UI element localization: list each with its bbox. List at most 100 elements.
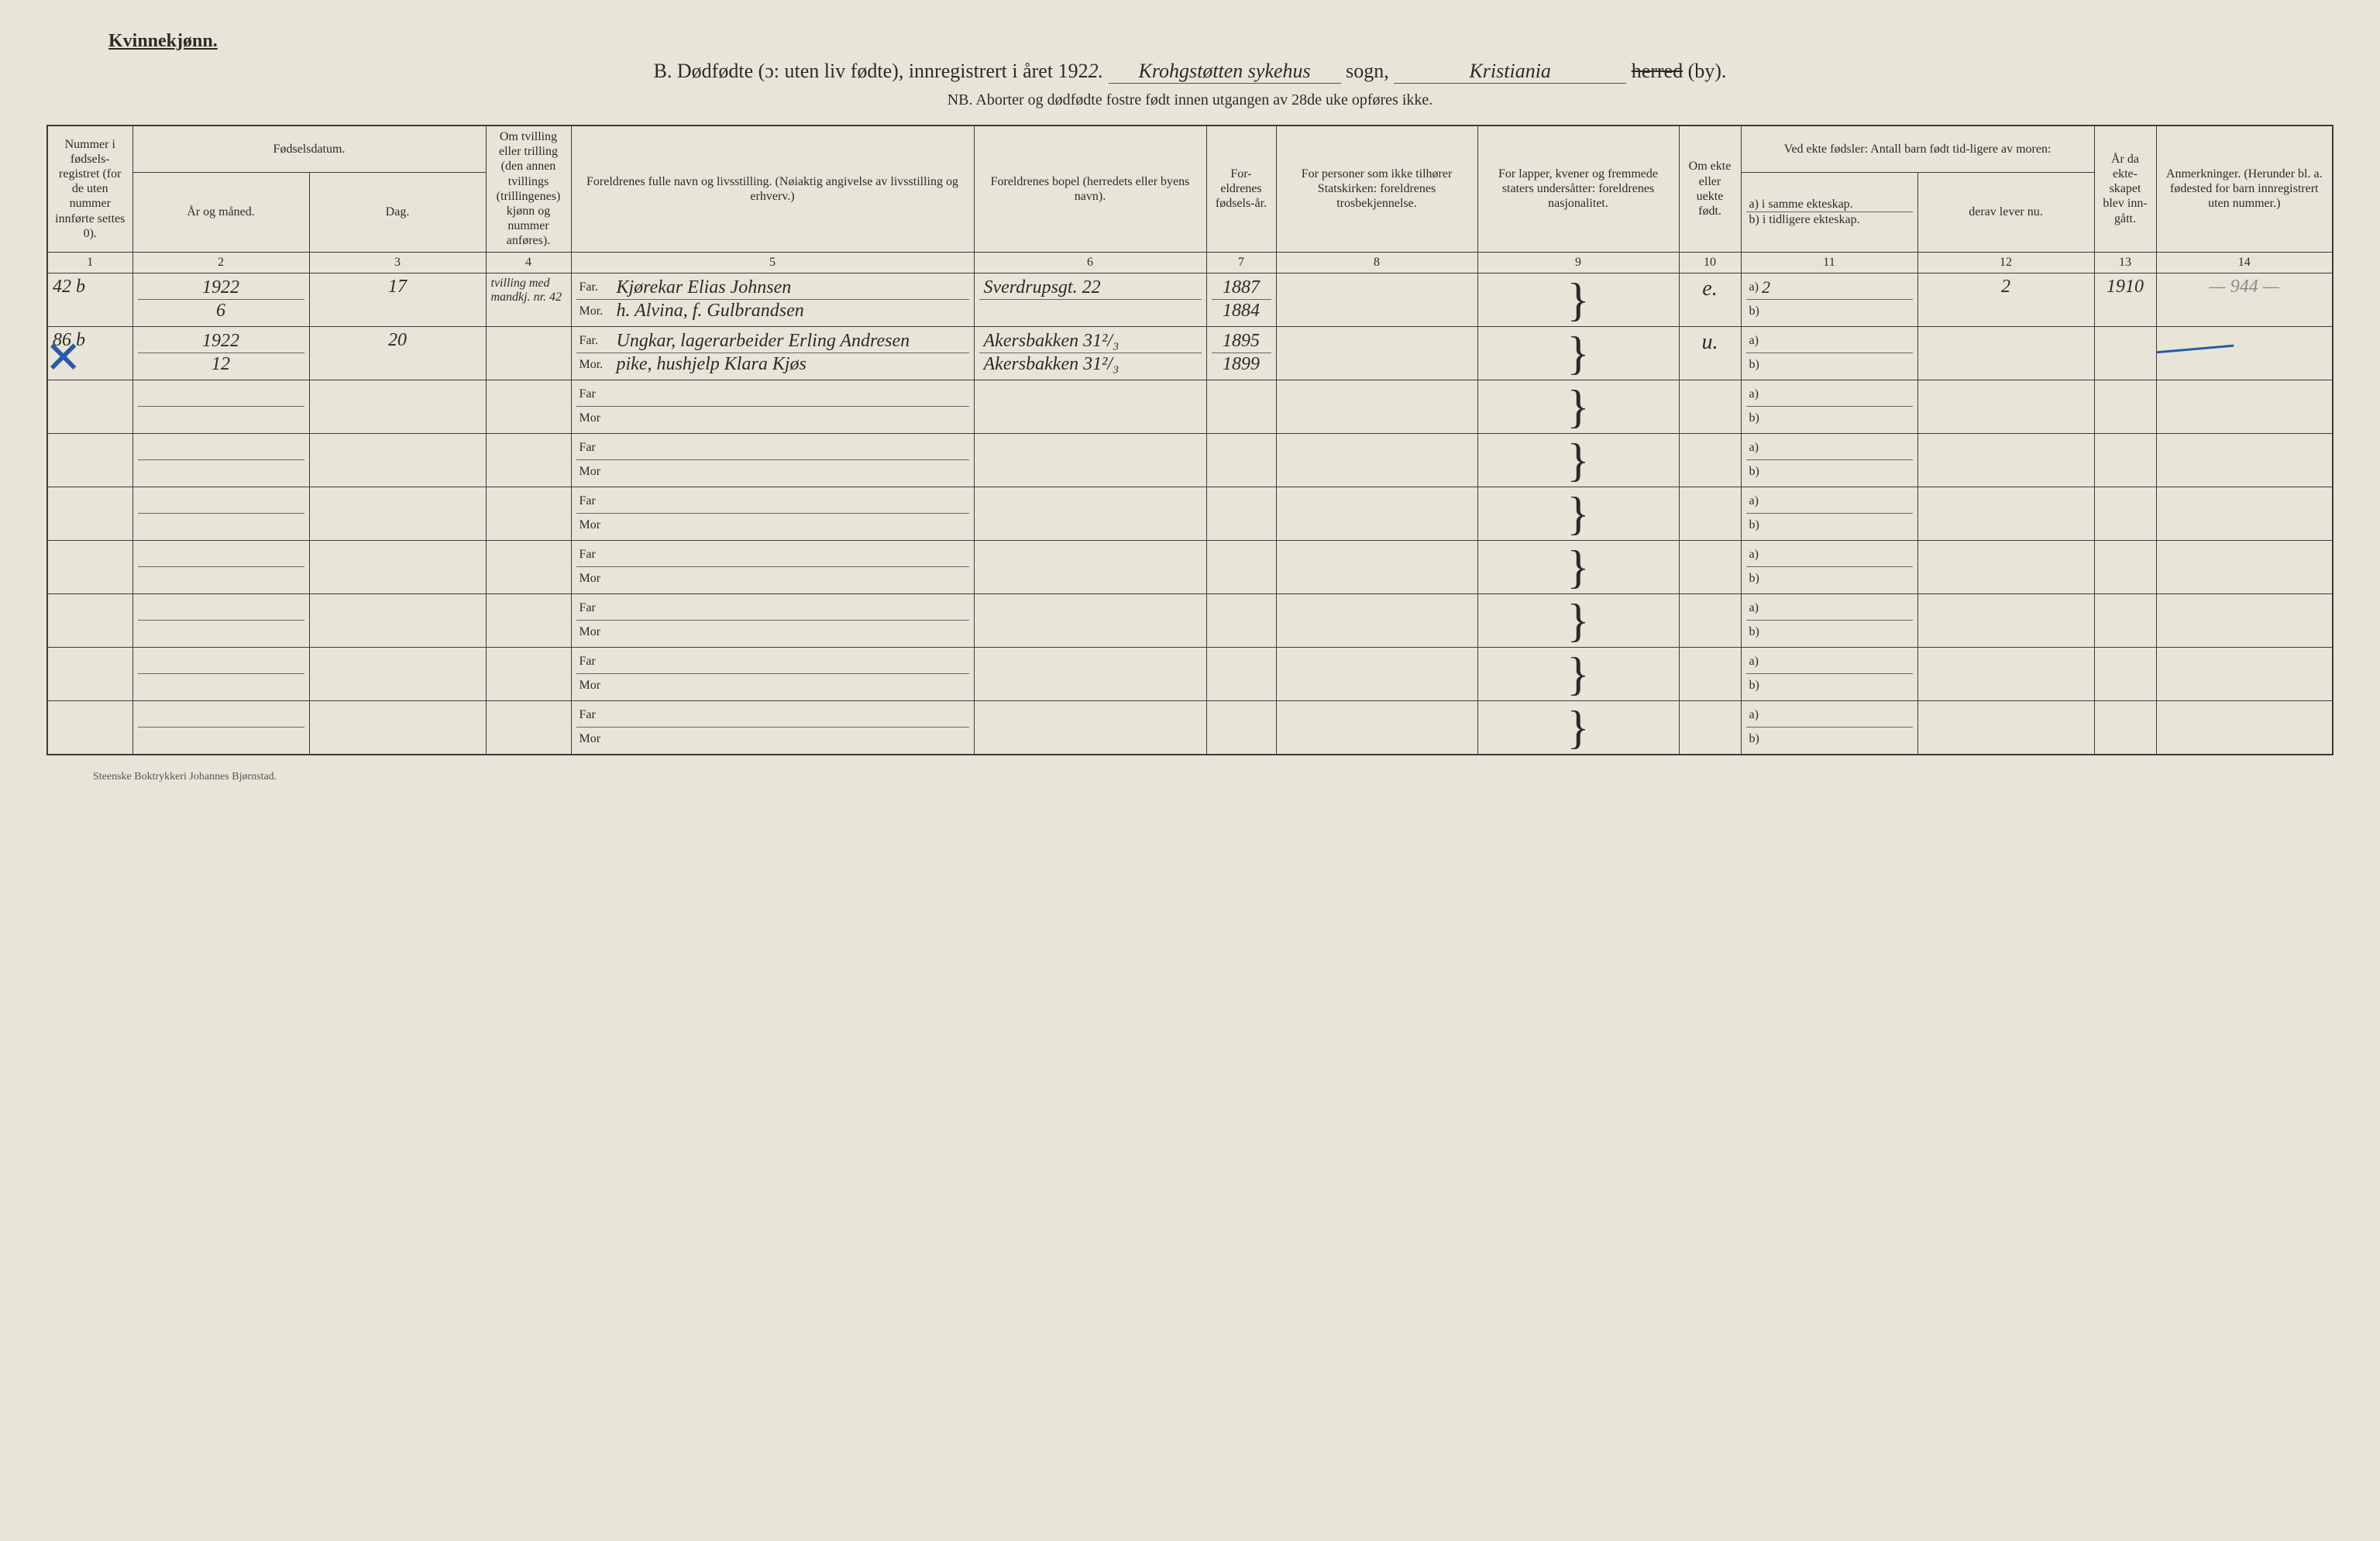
cell-year-month	[132, 380, 309, 433]
cell-year-month	[132, 433, 309, 487]
col-header-12: derav lever nu.	[1917, 173, 2094, 252]
cell-nationality: }	[1477, 326, 1679, 380]
cell-num	[47, 593, 132, 647]
table-row: Far Mor } a)b)	[47, 593, 2333, 647]
cell-anm	[2156, 593, 2333, 647]
colnum-13: 13	[2094, 252, 2156, 273]
cell-ekte	[1679, 433, 1741, 487]
cell-ab: a)b)	[1741, 700, 1917, 755]
brace-icon: }	[1483, 330, 1674, 377]
cell-aar	[2094, 326, 2156, 380]
cell-nationality: }	[1477, 273, 1679, 326]
cell-lever	[1917, 487, 2094, 540]
cell-twin	[486, 326, 571, 380]
mor-label: Mor	[580, 625, 610, 639]
cell-twin	[486, 593, 571, 647]
cell-bopel	[974, 593, 1206, 647]
cell-twin	[486, 700, 571, 755]
cell-day	[309, 540, 486, 593]
cell-year-month	[132, 593, 309, 647]
col-header-6: Foreldrenes bopel (herredets eller byens…	[974, 126, 1206, 252]
cell-anm	[2156, 380, 2333, 433]
cell-num	[47, 540, 132, 593]
cell-bopel: Sverdrupsgt. 22	[974, 273, 1206, 326]
by-fill: Kristiania	[1394, 60, 1626, 84]
cell-bopel	[974, 540, 1206, 593]
cell-lever	[1917, 647, 2094, 700]
table-body: 42 b 19226 17 tvilling med mandkj. nr. 4…	[47, 273, 2333, 755]
col-header-14: Anmerkninger. (Herunder bl. a. fødested …	[2156, 126, 2333, 252]
cell-birthyears	[1206, 487, 1276, 540]
printer-footer: Steenske Boktrykkeri Johannes Bjørnstad.	[93, 771, 2334, 783]
brace-icon: }	[1483, 544, 1674, 590]
cell-ekte	[1679, 540, 1741, 593]
cell-birthyears: 18871884	[1206, 273, 1276, 326]
cell-day	[309, 647, 486, 700]
far-label: Far	[580, 441, 610, 455]
cell-aar	[2094, 593, 2156, 647]
cell-twin	[486, 647, 571, 700]
mor-label: Mor	[580, 465, 610, 479]
cell-ekte	[1679, 593, 1741, 647]
colnum-9: 9	[1477, 252, 1679, 273]
cell-birthyears	[1206, 700, 1276, 755]
col-header-4: Om tvilling eller trilling (den annen tv…	[486, 126, 571, 252]
cell-ab: a)b)	[1741, 593, 1917, 647]
cell-ab: a)b)	[1741, 433, 1917, 487]
far-label: Far.	[580, 280, 610, 294]
cell-anm	[2156, 487, 2333, 540]
col-header-9: For lapper, kvener og fremmede staters u…	[1477, 126, 1679, 252]
cell-twin	[486, 380, 571, 433]
title-line: B. Dødfødte (ɔ: uten liv fødte), innregi…	[46, 60, 2334, 84]
table-row: Far Mor } a)b)	[47, 487, 2333, 540]
cell-anm	[2156, 326, 2333, 380]
cell-twin: tvilling med mandkj. nr. 42	[486, 273, 571, 326]
cell-religion	[1276, 273, 1477, 326]
cell-num: × 86 b	[47, 326, 132, 380]
cell-birthyears	[1206, 593, 1276, 647]
cell-num: 42 b	[47, 273, 132, 326]
cell-ekte	[1679, 380, 1741, 433]
table-head: Nummer i fødsels-registret (for de uten …	[47, 126, 2333, 273]
table-row: Far Mor } a)b)	[47, 433, 2333, 487]
mor-label: Mor	[580, 411, 610, 425]
far-label: Far	[580, 387, 610, 401]
cell-lever	[1917, 433, 2094, 487]
col-header-11-top: Ved ekte fødsler: Antall barn født tid-l…	[1741, 126, 2094, 173]
cell-bopel	[974, 700, 1206, 755]
cell-twin	[486, 540, 571, 593]
col-header-8: For personer som ikke tilhører Statskirk…	[1276, 126, 1477, 252]
brace-icon: }	[1483, 651, 1674, 697]
cell-anm: — 944 —	[2156, 273, 2333, 326]
colnum-14: 14	[2156, 252, 2333, 273]
table-row: Far Mor } a)b)	[47, 540, 2333, 593]
cell-ekte	[1679, 700, 1741, 755]
far-label: Far	[580, 601, 610, 615]
page-header: Kvinnekjønn. B. Dødfødte (ɔ: uten liv fø…	[46, 31, 2334, 109]
col-header-11a: a) i samme ekteskap.	[1746, 197, 1913, 212]
mor-label: Mor	[580, 572, 610, 586]
colnum-10: 10	[1679, 252, 1741, 273]
cell-day: 20	[309, 326, 486, 380]
brace-icon: }	[1483, 277, 1674, 323]
cell-birthyears	[1206, 380, 1276, 433]
cell-religion	[1276, 593, 1477, 647]
far-label: Far	[580, 494, 610, 508]
cell-year-month	[132, 540, 309, 593]
cell-aar: 1910	[2094, 273, 2156, 326]
cell-ekte	[1679, 647, 1741, 700]
cell-lever	[1917, 326, 2094, 380]
cell-ekte: e.	[1679, 273, 1741, 326]
col-header-13: År da ekte-skapet blev inn-gått.	[2094, 126, 2156, 252]
cell-lever	[1917, 380, 2094, 433]
mor-label: Mor	[580, 679, 610, 693]
cell-bopel	[974, 433, 1206, 487]
colnum-7: 7	[1206, 252, 1276, 273]
cell-nationality: }	[1477, 593, 1679, 647]
table-row: Far Mor } a)b)	[47, 647, 2333, 700]
cell-birthyears	[1206, 540, 1276, 593]
cell-lever: 2	[1917, 273, 2094, 326]
cell-religion	[1276, 380, 1477, 433]
cell-religion	[1276, 647, 1477, 700]
cell-bopel	[974, 647, 1206, 700]
